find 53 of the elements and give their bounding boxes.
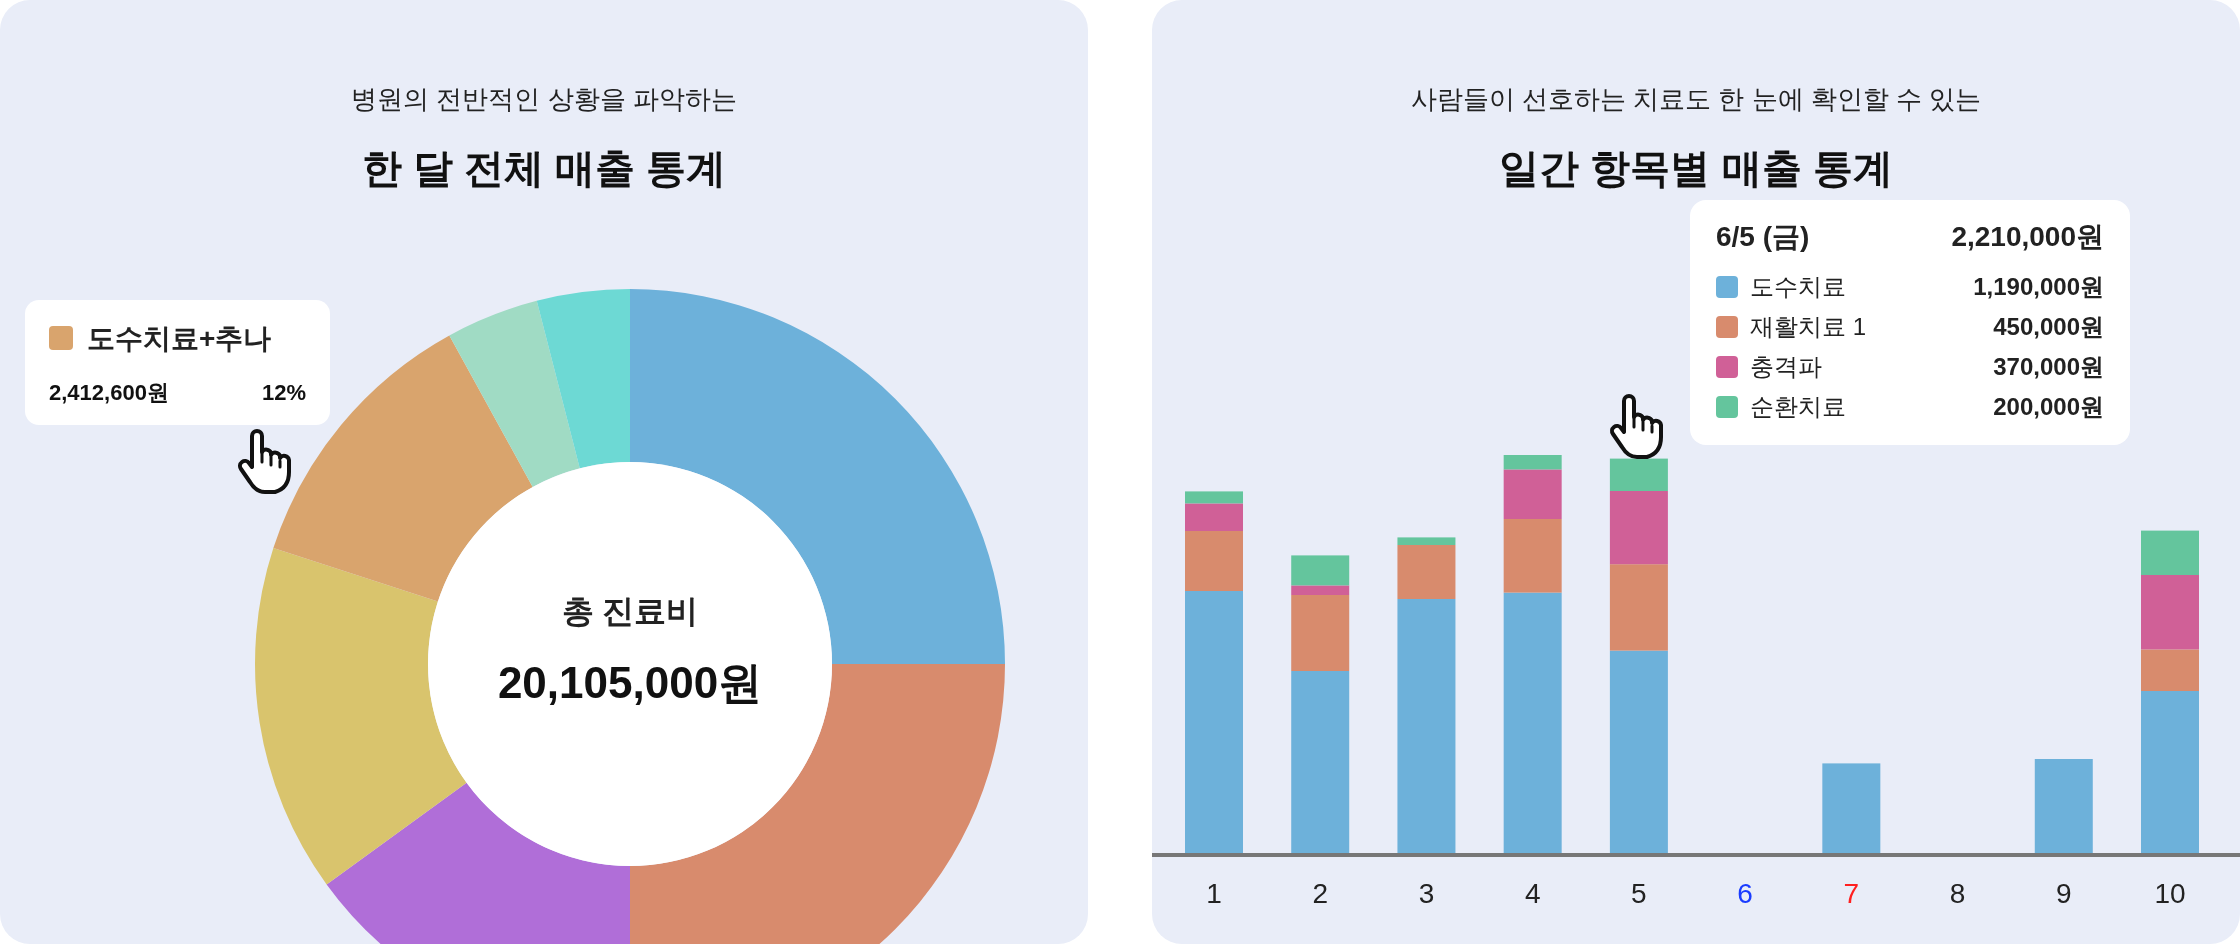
x-tick-label: 9	[2055, 878, 2072, 909]
chart-subtitle: 사람들이 선호하는 치료도 한 눈에 확인할 수 있는	[1410, 84, 1982, 114]
bar	[2034, 759, 2093, 855]
legend-label: 충격파	[1750, 353, 1822, 380]
text: 총 진료비	[561, 593, 699, 629]
bar	[1397, 599, 1456, 855]
x-tick-label: 2	[1312, 878, 1329, 909]
x-tick-label: 10	[2154, 878, 2186, 909]
chart-title: 일간 항목별 매출 통계	[1499, 146, 1893, 190]
bar	[1185, 591, 1243, 855]
bar	[1503, 469, 1562, 519]
text: 20,105,000원	[497, 658, 763, 707]
bar	[1291, 585, 1350, 595]
bar	[1822, 763, 1881, 855]
text: 450,000원	[1993, 313, 2104, 340]
text: 370,000원	[1993, 353, 2104, 380]
bar	[1291, 595, 1350, 671]
text: 6/5 (금)	[1716, 221, 1810, 252]
bar	[1291, 555, 1350, 586]
bar	[1503, 592, 1562, 855]
x-tick-label: 8	[1949, 878, 1966, 909]
bar	[1291, 671, 1350, 855]
bar	[1185, 531, 1243, 591]
bar	[2141, 575, 2199, 650]
x-tick-label: 5	[1631, 878, 1647, 909]
bar	[1503, 455, 1562, 470]
bar	[2141, 530, 2199, 575]
text: 1,190,000원	[1973, 273, 2104, 300]
text: 200,000원	[1993, 393, 2104, 420]
bar	[1397, 537, 1456, 545]
x-tick-label: 6	[1737, 878, 1753, 909]
bar	[1397, 545, 1456, 599]
x-tick-label: 7	[1843, 878, 1860, 909]
chart-title: 한 달 전체 매출 통계	[361, 146, 727, 190]
bar	[1609, 650, 1668, 855]
x-tick-label: 3	[1418, 878, 1435, 909]
text: 2,210,000원	[1951, 221, 2104, 252]
data-label: 12%	[261, 380, 306, 405]
bar	[1609, 491, 1668, 565]
bar	[2141, 691, 2199, 855]
chart-subtitle: 병원의 전반적인 상황을 파악하는	[351, 84, 737, 114]
legend-label: 재활치료 1	[1750, 313, 1867, 340]
legend-label: 순환치료	[1750, 393, 1846, 420]
x-tick-label: 1	[1206, 878, 1222, 909]
bar	[2141, 649, 2199, 691]
bar	[1503, 519, 1562, 593]
bar	[1185, 503, 1243, 531]
x-tick-label: 4	[1524, 878, 1541, 909]
legend-label: 도수치료	[1750, 273, 1846, 300]
text: 2,412,600원	[49, 380, 169, 405]
bar	[1185, 491, 1243, 504]
bar	[1609, 564, 1668, 651]
legend-label: 도수치료+추나	[87, 323, 272, 354]
